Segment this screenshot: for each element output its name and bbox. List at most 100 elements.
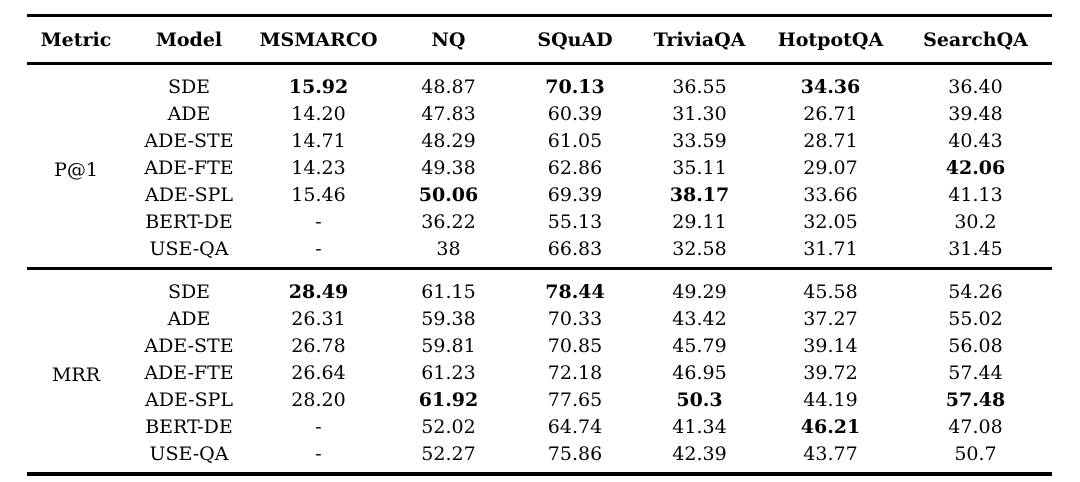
value-cell: - xyxy=(315,415,322,438)
value-cell: 48.29 xyxy=(421,129,476,152)
table-row: USE-QA - 52.27 75.86 42.39 43.77 50.7 xyxy=(27,440,1052,474)
table-row: ADE 14.20 47.83 60.39 31.30 26.71 39.48 xyxy=(27,100,1052,127)
value-cell: - xyxy=(315,442,322,465)
value-cell: 55.02 xyxy=(948,307,1003,330)
results-table: Metric Model MSMARCO NQ SQuAD TriviaQA H… xyxy=(27,14,1052,476)
value-cell: 57.48 xyxy=(945,388,1006,411)
header-nq: NQ xyxy=(431,28,466,51)
table-row: MRR SDE 28.49 61.15 78.44 49.29 45.58 54.26 xyxy=(27,269,1052,387)
value-cell: 46.21 xyxy=(800,415,861,438)
model-name: ADE-FTE xyxy=(144,156,234,179)
value-cell: 39.14 xyxy=(803,334,858,357)
value-cell: 29.11 xyxy=(672,210,727,233)
table-row: ADE-STE 26.78 59.81 70.85 45.79 39.14 56.08 xyxy=(27,332,1052,359)
model-name: ADE xyxy=(167,307,211,330)
value-cell: 26.71 xyxy=(803,102,858,125)
value-cell: 61.92 xyxy=(418,388,479,411)
value-cell: 50.3 xyxy=(676,388,723,411)
table-row: ADE-FTE 14.23 49.38 62.86 35.11 29.07 42.06 xyxy=(27,154,1052,181)
header-metric: Metric xyxy=(40,28,112,51)
value-cell: 29.07 xyxy=(803,156,858,179)
table-row: ADE-STE 14.71 48.29 61.05 33.59 28.71 40.43 xyxy=(27,127,1052,154)
value-cell: 61.23 xyxy=(421,361,476,384)
value-cell: 38.17 xyxy=(669,183,730,206)
value-cell: 47.83 xyxy=(421,102,476,125)
model-name: SDE xyxy=(167,75,211,98)
value-cell: 32.58 xyxy=(672,237,727,260)
value-cell: 66.83 xyxy=(547,237,603,260)
value-cell: 37.27 xyxy=(803,307,858,330)
value-cell: - xyxy=(315,237,322,260)
value-cell: 43.42 xyxy=(672,307,727,330)
value-cell: 44.19 xyxy=(803,388,858,411)
model-name: ADE-SPL xyxy=(144,388,233,411)
value-cell: 52.02 xyxy=(421,415,476,438)
table-row: ADE-SPL 15.46 50.06 69.39 38.17 33.66 41.13 xyxy=(27,181,1052,208)
value-cell: 41.34 xyxy=(672,415,727,438)
value-cell: 30.2 xyxy=(954,210,997,233)
value-cell: 36.22 xyxy=(421,210,476,233)
table-header: Metric Model MSMARCO NQ SQuAD TriviaQA H… xyxy=(27,16,1052,64)
value-cell: 15.92 xyxy=(288,75,349,98)
value-cell: 46.95 xyxy=(672,361,727,384)
table-row: BERT-DE - 36.22 55.13 29.11 32.05 30.2 xyxy=(27,208,1052,235)
model-name: USE-QA xyxy=(149,442,229,465)
value-cell: 49.29 xyxy=(672,280,727,303)
value-cell: 61.05 xyxy=(547,129,603,152)
value-cell: 40.43 xyxy=(948,129,1003,152)
value-cell: 69.39 xyxy=(547,183,603,206)
value-cell: 38 xyxy=(436,237,461,260)
value-cell: 48.87 xyxy=(421,75,476,98)
metric-section-p1: P@1 SDE 15.92 48.87 70.13 36.55 34.36 36.40 ADE 1… xyxy=(27,64,1052,269)
value-cell: 42.06 xyxy=(945,156,1006,179)
value-cell: 33.59 xyxy=(672,129,727,152)
model-name: BERT-DE xyxy=(145,415,233,438)
value-cell: 56.08 xyxy=(948,334,1003,357)
model-name: ADE-STE xyxy=(144,129,234,152)
value-cell: 36.55 xyxy=(672,75,727,98)
table-row: ADE 26.31 59.38 70.33 43.42 37.27 55.02 xyxy=(27,305,1052,332)
table-row: P@1 SDE 15.92 48.87 70.13 36.55 34.36 36.40 xyxy=(27,64,1052,182)
model-name: ADE-STE xyxy=(144,334,234,357)
value-cell: 33.66 xyxy=(803,183,858,206)
metric-section-mrr: MRR SDE 28.49 61.15 78.44 49.29 45.58 54.26 ADE 2… xyxy=(27,268,1052,475)
model-name: USE-QA xyxy=(149,237,229,260)
value-cell: 52.27 xyxy=(421,442,476,465)
value-cell: 34.36 xyxy=(800,75,861,98)
model-name: SDE xyxy=(167,280,211,303)
value-cell: - xyxy=(315,210,322,233)
value-cell: 26.31 xyxy=(291,307,346,330)
value-cell: 70.33 xyxy=(547,307,603,330)
value-cell: 31.45 xyxy=(948,237,1003,260)
value-cell: 28.20 xyxy=(291,388,346,411)
value-cell: 43.77 xyxy=(803,442,858,465)
value-cell: 61.15 xyxy=(421,280,476,303)
value-cell: 57.44 xyxy=(948,361,1003,384)
value-cell: 45.58 xyxy=(803,280,858,303)
header-msmarco: MSMARCO xyxy=(259,28,378,51)
value-cell: 47.08 xyxy=(948,415,1003,438)
header-model: Model xyxy=(155,28,223,51)
header-row: Metric Model MSMARCO NQ SQuAD TriviaQA H… xyxy=(27,16,1052,64)
value-cell: 62.86 xyxy=(547,156,603,179)
header-searchqa: SearchQA xyxy=(923,28,1028,51)
table-row: ADE-FTE 26.64 61.23 72.18 46.95 39.72 57.44 xyxy=(27,359,1052,386)
model-name: ADE xyxy=(167,102,211,125)
value-cell: 32.05 xyxy=(803,210,858,233)
value-cell: 50.06 xyxy=(418,183,479,206)
table-row: USE-QA - 38 66.83 32.58 31.71 31.45 xyxy=(27,235,1052,269)
value-cell: 59.38 xyxy=(421,307,476,330)
model-name: ADE-FTE xyxy=(144,361,234,384)
value-cell: 45.79 xyxy=(672,334,727,357)
header-triviaqa: TriviaQA xyxy=(653,28,746,51)
value-cell: 70.85 xyxy=(547,334,603,357)
value-cell: 54.26 xyxy=(948,280,1003,303)
value-cell: 55.13 xyxy=(547,210,603,233)
value-cell: 35.11 xyxy=(672,156,727,179)
value-cell: 28.49 xyxy=(288,280,349,303)
value-cell: 49.38 xyxy=(421,156,476,179)
metric-label: MRR xyxy=(51,364,101,386)
value-cell: 31.30 xyxy=(672,102,727,125)
metric-label: P@1 xyxy=(54,159,98,181)
